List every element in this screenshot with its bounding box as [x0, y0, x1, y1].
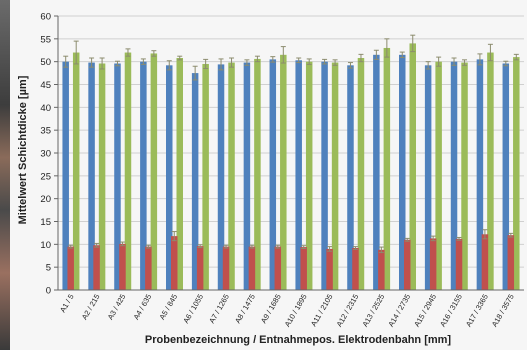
y-tick-label: 60 [40, 12, 51, 23]
x-tick-label: A16 / 3155 [438, 293, 464, 329]
bar [197, 246, 204, 290]
y-tick-label: 40 [40, 103, 51, 114]
x-tick-label: A15 / 2945 [412, 293, 438, 329]
y-tick-label: 45 [40, 80, 51, 91]
x-tick-label: A11 / 2105 [309, 293, 335, 328]
bar [145, 247, 152, 290]
x-tick-label: A4 / 635 [132, 293, 154, 322]
bar [482, 234, 489, 290]
x-tick-label: A12 / 2315 [335, 293, 361, 329]
y-tick-label: 15 [40, 217, 51, 228]
x-tick-label: A18 / 3575 [490, 293, 516, 329]
y-axis-label: Mittelwert Schichtdicke [µm] [17, 75, 29, 224]
y-tick-label: 35 [40, 126, 51, 137]
bar [249, 247, 256, 290]
bar [300, 247, 307, 290]
y-tick-label: 30 [40, 149, 51, 160]
y-tick-label: 25 [40, 171, 51, 182]
x-tick-label: A13 / 2525 [360, 293, 386, 329]
bar [352, 248, 359, 290]
y-tick-label: 5 [46, 263, 51, 274]
bar [508, 235, 515, 290]
bar [67, 247, 74, 290]
y-tick-label: 50 [40, 57, 51, 68]
y-tick-label: 20 [40, 194, 51, 205]
x-tick-label: A6 / 1055 [181, 293, 205, 325]
x-tick-label: A10 / 1895 [283, 293, 309, 329]
bar [119, 244, 126, 290]
y-tick-label: 10 [40, 240, 51, 251]
x-tick-labels: A1 / 5 A2 / 215 A3 / 425 A4 / 635 A5 / 845 A6… [58, 292, 516, 328]
x-tick-label: A2 / 215 [80, 293, 102, 322]
y-tick-label: 55 [40, 34, 51, 45]
x-tick-label: A3 / 425 [106, 293, 128, 322]
y-tick-label: 0 [46, 286, 51, 297]
y-tick-labels: 0 5 10 15 20 25 30 35 40 45 50 55 60 [40, 12, 58, 297]
bar [430, 238, 437, 290]
bar [171, 236, 178, 290]
bar [275, 247, 282, 290]
x-tick-label: A8 / 1475 [233, 293, 257, 325]
x-tick-label: A9 / 1685 [259, 293, 283, 325]
bar [378, 250, 385, 290]
bar [223, 247, 230, 290]
bar [404, 240, 411, 290]
bar [93, 245, 100, 290]
bar-series [62, 43, 519, 290]
x-tick-label: A17 / 3365 [464, 292, 490, 328]
bar [326, 249, 333, 290]
x-tick-label: A1 / 5 [58, 293, 76, 314]
x-axis-label: Probenbezeichnung / Entnahmepos. Elektro… [145, 334, 452, 346]
bar [456, 239, 463, 290]
x-tick-label: A14 / 2735 [386, 293, 412, 329]
x-tick-label: A5 / 845 [157, 293, 179, 322]
error-bars [63, 35, 519, 252]
x-tick-label: A7 / 1265 [207, 293, 231, 325]
